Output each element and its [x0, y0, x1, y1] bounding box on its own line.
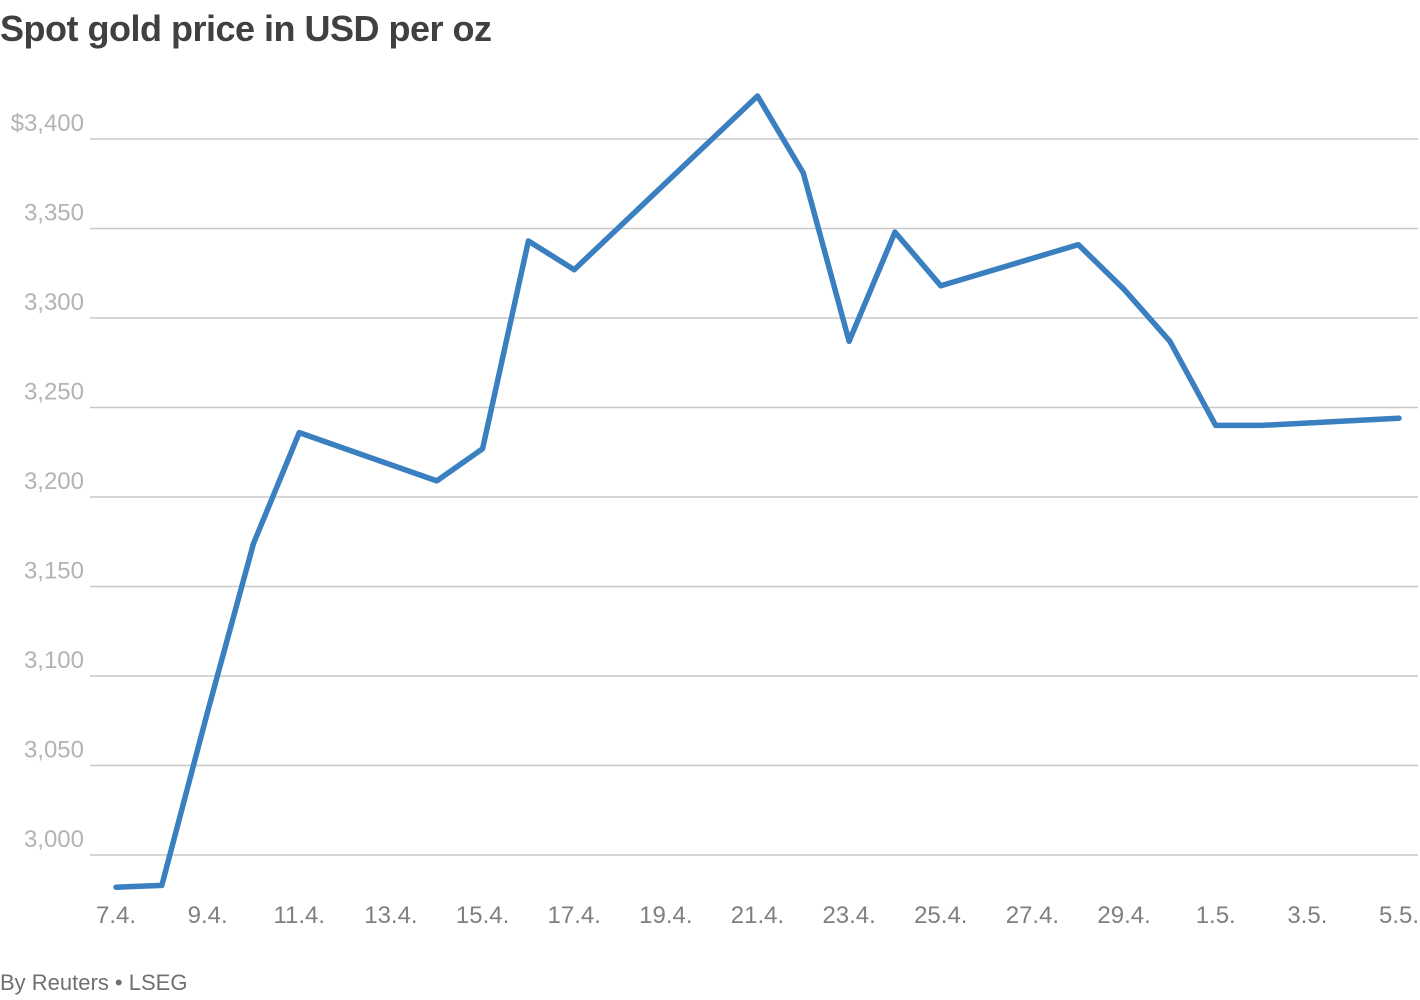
data-point	[755, 93, 760, 99]
data-point	[205, 709, 211, 715]
y-tick-label: $3,400	[11, 110, 84, 137]
data-point	[1167, 338, 1173, 344]
data-point	[296, 430, 302, 436]
y-tick-label: 3,250	[24, 379, 84, 406]
x-tick-label: 9.4.	[188, 902, 228, 929]
y-tick-label: 3,300	[24, 289, 84, 316]
x-tick-label: 3.5.	[1287, 902, 1327, 929]
x-tick-label: 1.5.	[1196, 902, 1236, 929]
source-credit: By Reuters • LSEG	[0, 970, 188, 995]
y-tick-label: 3,000	[24, 826, 84, 853]
data-point	[113, 884, 119, 890]
line-chart: $3,400 3,350 3,300 3,250 3,200 3,150 3,100 3,05…	[11, 93, 1419, 929]
x-tick-label: 21.4.	[731, 902, 784, 929]
x-tick-label: 15.4.	[456, 902, 509, 929]
data-point	[1259, 422, 1264, 428]
data-point	[1396, 415, 1402, 421]
y-tick-label: 3,200	[24, 468, 84, 495]
x-tick-label: 19.4.	[639, 902, 692, 929]
y-tick-label: 3,100	[24, 647, 84, 674]
x-tick-label: 17.4.	[548, 902, 601, 929]
data-point	[800, 170, 806, 176]
data-point	[938, 283, 944, 289]
x-tick-label: 25.4.	[914, 902, 967, 929]
y-tick-label: 3,050	[24, 737, 84, 764]
x-tick-label: 13.4.	[364, 902, 417, 929]
data-point	[525, 238, 531, 244]
gridlines	[90, 138, 1418, 856]
y-tick-label: 3,350	[24, 200, 84, 227]
chart-title: Spot gold price in USD per oz	[0, 8, 492, 49]
x-tick-label: 7.4.	[96, 902, 136, 929]
x-tick-label: 11.4.	[273, 902, 325, 929]
x-tick-label: 5.5.	[1379, 902, 1419, 929]
x-tick-label: 27.4.	[1006, 902, 1059, 929]
y-tick-label: 3,150	[24, 558, 84, 585]
x-tick-label: 23.4.	[822, 902, 875, 929]
data-point	[846, 338, 852, 344]
y-axis-ticks: $3,400 3,350 3,300 3,250 3,200 3,150 3,100 3,05…	[11, 110, 84, 853]
x-tick-label: 29.4.	[1097, 902, 1150, 929]
data-point	[1075, 242, 1081, 248]
series-layer	[113, 93, 1402, 890]
x-axis-ticks: 7.4. 9.4. 11.4. 13.4. 15.4. 17.4. 19.4. 21.4. 23…	[96, 902, 1419, 929]
data-point	[434, 478, 440, 484]
data-point	[1213, 422, 1219, 428]
data-point	[571, 267, 577, 273]
series-line	[113, 93, 1402, 890]
data-point	[892, 229, 898, 235]
data-point	[159, 882, 165, 888]
data-point	[251, 541, 256, 546]
data-point	[1121, 286, 1127, 292]
data-point	[480, 446, 486, 452]
